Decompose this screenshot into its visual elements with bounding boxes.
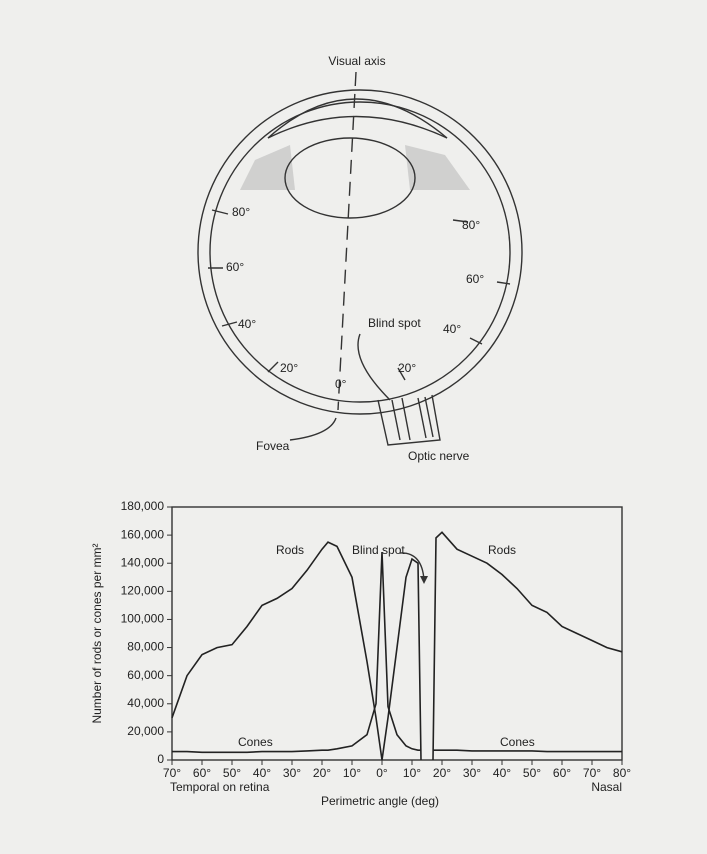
- angle-label: 0°: [335, 377, 347, 391]
- angle-label: 40°: [238, 317, 256, 331]
- x-left-label: Temporal on retina: [170, 780, 270, 794]
- ciliary-right: [405, 145, 470, 190]
- eye-inner: [209, 101, 511, 403]
- y-tick-label: 40,000: [127, 696, 164, 710]
- angle-label: 20°: [280, 361, 298, 375]
- optic-nerve-label: Optic nerve: [408, 449, 470, 463]
- visual-axis: [337, 71, 357, 411]
- angle-label: 40°: [443, 322, 461, 336]
- lens: [284, 137, 416, 219]
- x-tick-label: 20°: [433, 766, 451, 780]
- y-tick-label: 20,000: [127, 724, 164, 738]
- arrow-head: [420, 576, 428, 584]
- ciliary-left: [240, 145, 295, 190]
- x-tick-label: 60°: [193, 766, 211, 780]
- eye-outer: [197, 89, 523, 415]
- cornea: [267, 98, 448, 139]
- x-tick-label: 50°: [223, 766, 241, 780]
- cornea-inner: [267, 115, 448, 139]
- y-tick-label: 100,000: [121, 612, 165, 626]
- x-tick-label: 60°: [553, 766, 571, 780]
- x-right-label: Nasal: [591, 780, 622, 794]
- angle-ticks: [208, 209, 511, 381]
- annotation: Rods: [488, 543, 516, 557]
- annotation: Cones: [238, 735, 273, 749]
- series-line: [171, 531, 623, 761]
- angle-label: 20°: [398, 361, 416, 375]
- angle-label: 60°: [226, 260, 244, 274]
- annotation: Rods: [276, 543, 304, 557]
- x-tick-label: 20°: [313, 766, 331, 780]
- x-tick-label: 40°: [253, 766, 271, 780]
- angle-label: 60°: [466, 272, 484, 286]
- optic-nerve-shape: [377, 394, 441, 446]
- annotation: Cones: [500, 735, 535, 749]
- angle-label: 80°: [462, 218, 480, 232]
- annotation: Blind spot: [352, 543, 405, 557]
- x-tick-label: 50°: [523, 766, 541, 780]
- y-tick-label: 60,000: [127, 668, 164, 682]
- series-line: [172, 551, 622, 754]
- y-tick-label: 180,000: [121, 499, 165, 513]
- plot-frame: [171, 506, 623, 761]
- x-tick-label: 30°: [463, 766, 481, 780]
- y-axis-label: Number of rods or cones per mm²: [90, 543, 104, 723]
- x-tick-label: 40°: [493, 766, 511, 780]
- blind-spot-arrow: [399, 552, 425, 581]
- eye-diagram: Visual axis 80° 60° 40° 20° 80° 60° 40° …: [197, 54, 523, 463]
- fovea-label: Fovea: [256, 439, 290, 453]
- x-axis-label: Perimetric angle (deg): [321, 794, 439, 808]
- optic-nerve-fibers: [391, 396, 434, 441]
- x-tick-label: 70°: [163, 766, 181, 780]
- x-tick-label: 0°: [376, 766, 388, 780]
- angle-label: 80°: [232, 205, 250, 219]
- x-tick-label: 30°: [283, 766, 301, 780]
- x-tick-label: 10°: [403, 766, 421, 780]
- y-tick-label: 140,000: [121, 555, 165, 569]
- y-tick-label: 160,000: [121, 527, 165, 541]
- y-tick-label: 0: [157, 752, 164, 766]
- x-tick-label: 80°: [613, 766, 631, 780]
- fovea-pointer: [289, 417, 337, 441]
- blind-spot-label: Blind spot: [368, 316, 421, 330]
- blind-spot-pointer: [357, 333, 391, 401]
- y-tick-label: 80,000: [127, 640, 164, 654]
- visual-axis-label: Visual axis: [328, 54, 385, 68]
- x-tick-label: 70°: [583, 766, 601, 780]
- x-tick-label: 10°: [343, 766, 361, 780]
- y-tick-label: 120,000: [121, 584, 165, 598]
